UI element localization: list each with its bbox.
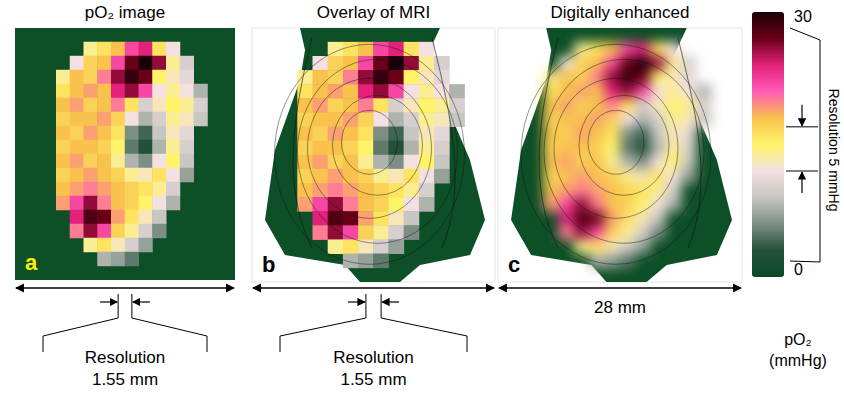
svg-text:b: b xyxy=(262,252,275,277)
svg-text:30: 30 xyxy=(794,8,812,25)
svg-text:Resolution 5 mmHg: Resolution 5 mmHg xyxy=(826,89,842,212)
svg-text:28 mm: 28 mm xyxy=(594,298,646,317)
svg-text:c: c xyxy=(508,252,520,277)
svg-text:Resolution1.55 mm: Resolution1.55 mm xyxy=(85,348,165,389)
svg-text:pO₂(mmHg): pO₂(mmHg) xyxy=(769,331,827,369)
svg-text:pO₂ image: pO₂ image xyxy=(85,3,165,22)
svg-text:a: a xyxy=(25,250,38,275)
svg-text:Overlay of MRI: Overlay of MRI xyxy=(317,3,430,22)
svg-text:0: 0 xyxy=(794,261,803,278)
svg-text:Resolution1.55 mm: Resolution1.55 mm xyxy=(333,348,413,389)
svg-text:Digitally enhanced: Digitally enhanced xyxy=(551,3,690,22)
